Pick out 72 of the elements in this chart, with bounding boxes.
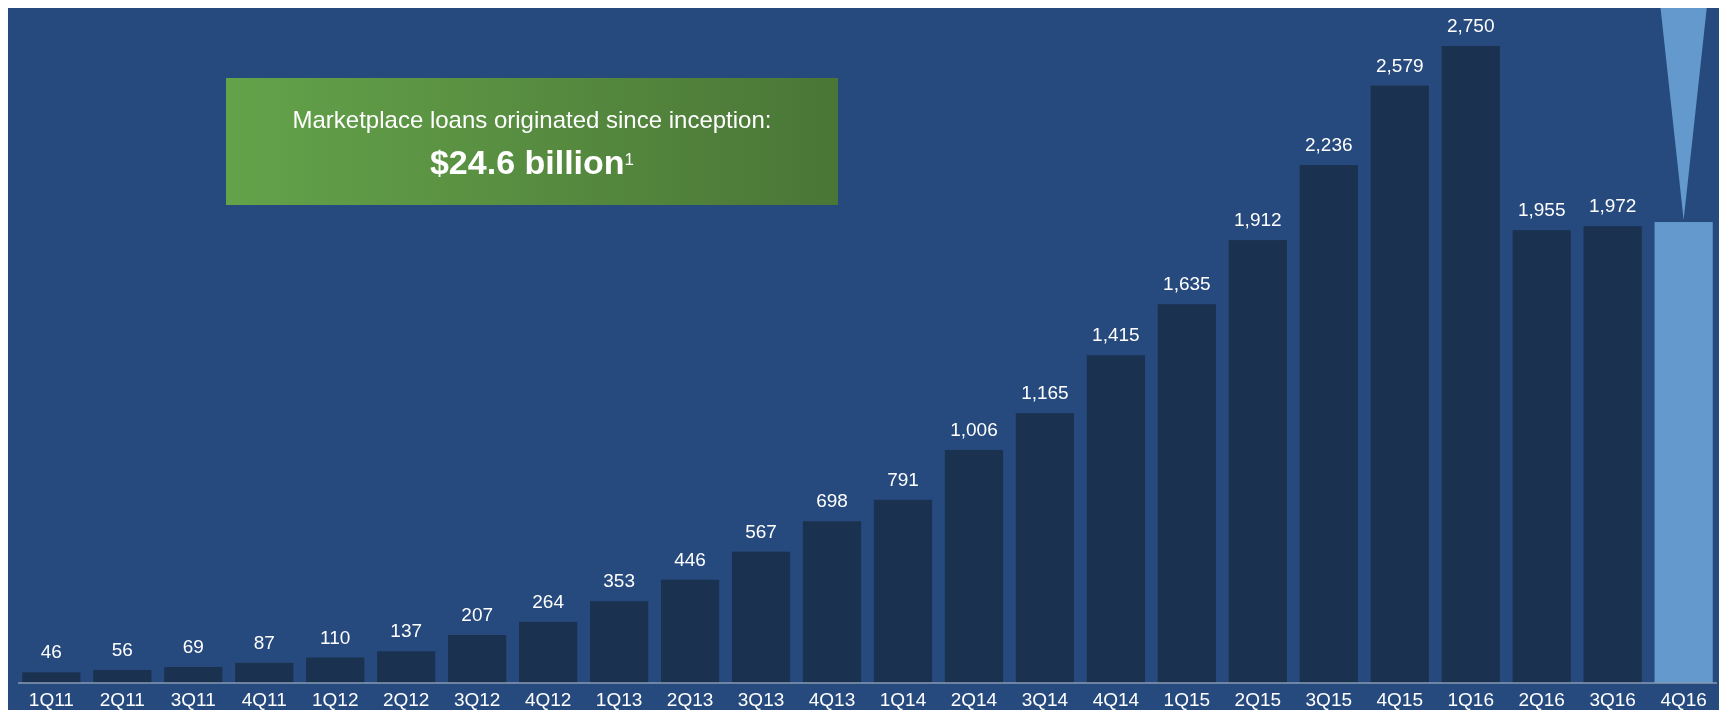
data-label: 1,972 <box>1588 195 1637 217</box>
bar <box>590 601 649 683</box>
bar <box>873 499 933 683</box>
x-tick-label: 3Q13 <box>737 689 785 710</box>
annotation: $24.6 billion$^{1}$ <box>429 143 635 181</box>
bar <box>22 672 81 683</box>
x-tick-label: 2Q11 <box>99 689 145 710</box>
x-tick-label: 1Q15 <box>1163 689 1211 710</box>
data-label: 353 <box>603 570 635 592</box>
bar <box>944 449 1004 683</box>
bar <box>1370 85 1429 683</box>
bar <box>1228 240 1287 683</box>
x-tick-label: 4Q12 <box>524 689 572 710</box>
x-tick-label: 3Q15 <box>1305 689 1353 710</box>
bar <box>164 667 223 683</box>
data-label: 1,006 <box>950 418 998 440</box>
bar <box>1512 230 1571 683</box>
data-label: 567 <box>745 520 777 542</box>
x-tick-label: 3Q16 <box>1589 689 1636 710</box>
bar <box>448 635 507 683</box>
x-tick-label: 4Q11 <box>241 689 287 710</box>
bar <box>731 551 791 683</box>
data-label: 1,955 <box>1517 199 1566 221</box>
bar <box>660 579 720 683</box>
bar <box>1086 355 1145 683</box>
x-tick-label: 4Q16 <box>1660 689 1707 710</box>
data-label: 69 <box>182 636 204 658</box>
data-label: 56 <box>111 639 133 661</box>
bar <box>1441 46 1500 683</box>
x-tick-label: 2Q15 <box>1234 689 1282 710</box>
x-tick-label: 1Q14 <box>879 689 927 710</box>
x-tick-label: 3Q12 <box>453 689 501 710</box>
x-tick-label: 1Q16 <box>1447 689 1494 710</box>
data-label: 207 <box>461 604 494 626</box>
bar <box>519 621 578 683</box>
x-tick-label: 2Q13 <box>666 689 714 710</box>
data-label: 446 <box>674 548 706 570</box>
x-tick-label: 4Q13 <box>808 689 856 710</box>
data-label: 1,912 <box>1234 209 1282 231</box>
data-label: 264 <box>532 590 565 612</box>
x-tick-label: 3Q14 <box>1021 689 1069 710</box>
data-label: 791 <box>887 468 919 490</box>
annotation: Marketplace loans originated since inception: <box>292 106 772 133</box>
bar <box>1299 165 1358 683</box>
bar <box>802 521 862 683</box>
x-tick-label: 2Q12 <box>382 689 430 710</box>
bar <box>1015 413 1075 683</box>
data-label: 1,635 <box>1163 273 1211 295</box>
bar <box>377 651 436 683</box>
bar <box>1157 304 1216 683</box>
x-tick-label: 3Q11 <box>170 689 216 710</box>
x-tick-label: 2Q14 <box>950 689 998 710</box>
bar <box>93 670 152 683</box>
x-tick-label: 4Q15 <box>1376 689 1424 710</box>
data-label: 698 <box>816 490 848 512</box>
x-tick-label: 1Q13 <box>595 689 643 710</box>
data-label: 2,750 <box>1446 15 1495 36</box>
bar <box>306 657 365 683</box>
bar <box>1583 226 1642 683</box>
data-label: 1,165 <box>1021 382 1069 404</box>
bar <box>235 662 294 683</box>
data-label: 110 <box>320 626 351 648</box>
data-label: 137 <box>390 620 423 642</box>
data-label: 1,415 <box>1092 324 1140 346</box>
data-label: 2,579 <box>1375 54 1424 76</box>
x-tick-label: 1Q11 <box>28 689 74 710</box>
x-tick-label: 4Q14 <box>1092 689 1140 710</box>
data-label: 87 <box>253 631 275 653</box>
data-label: 46 <box>40 641 62 663</box>
x-tick-label: 2Q16 <box>1518 689 1565 710</box>
x-tick-label: 1Q12 <box>311 689 359 710</box>
data-label: 2,236 <box>1305 134 1353 156</box>
